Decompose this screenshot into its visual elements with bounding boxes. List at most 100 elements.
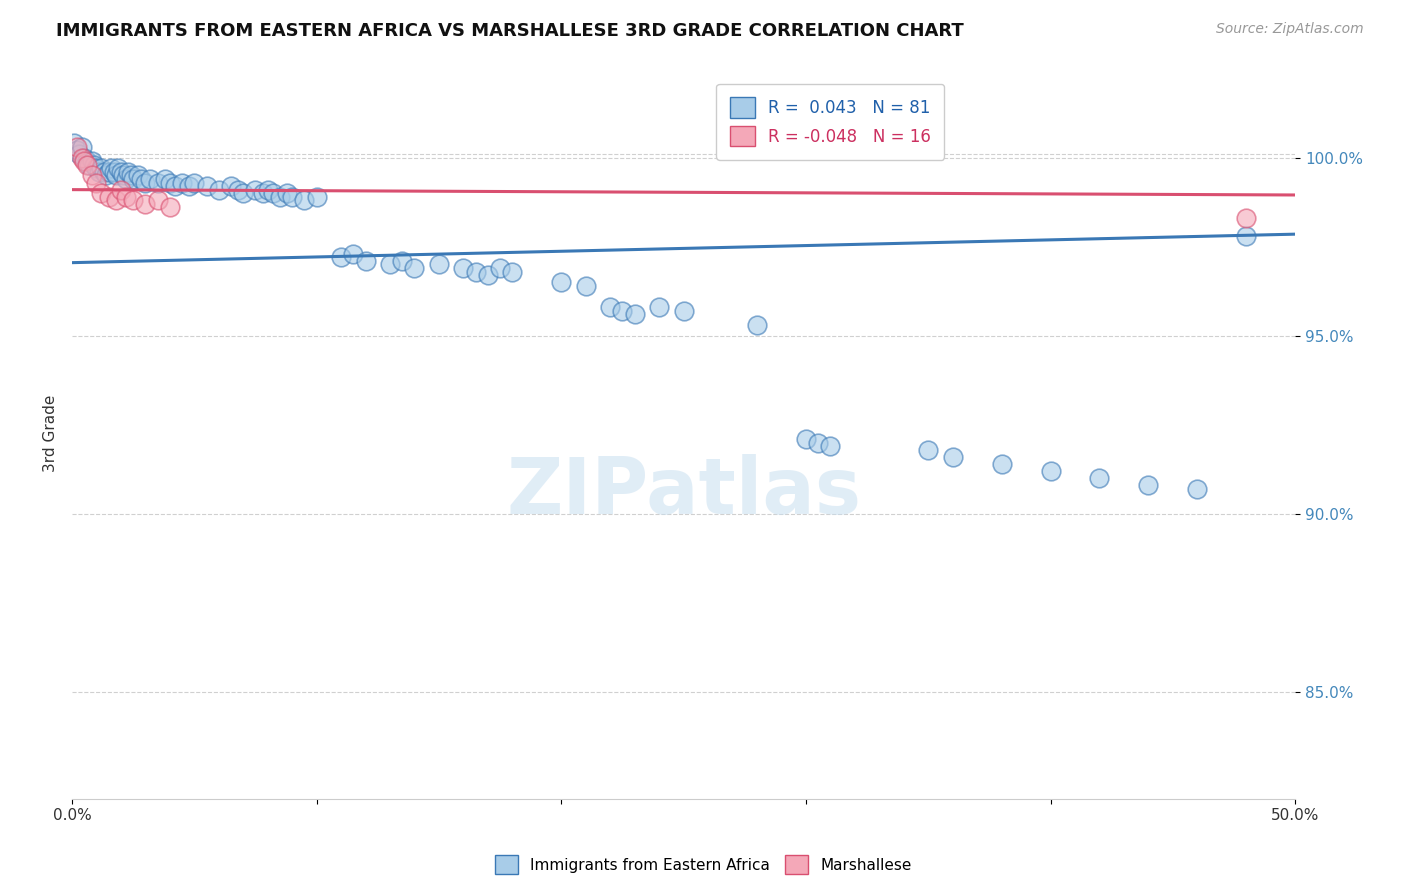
Point (232, 186, 254, 201)
Point (110, 165, 132, 179)
Point (245, 183, 267, 197)
Point (120, 169, 142, 183)
Point (114, 190, 136, 204)
Point (66, 144, 89, 158)
Point (80, 169, 103, 183)
Point (112, 169, 135, 183)
Point (163, 179, 186, 194)
Point (100, 161, 122, 176)
Point (90, 186, 112, 201)
Point (66, 140, 89, 154)
Point (172, 176, 194, 190)
Point (105, 194, 128, 208)
Text: ZIPatlas: ZIPatlas (506, 454, 860, 530)
Point (391, 253, 413, 268)
Point (427, 257, 450, 271)
Point (129, 172, 152, 186)
Point (76, 158, 98, 172)
Point (183, 176, 205, 190)
Point (294, 194, 316, 208)
Point (153, 172, 176, 186)
Point (159, 201, 181, 215)
Text: IMMIGRANTS FROM EASTERN AFRICA VS MARSHALLESE 3RD GRADE CORRELATION CHART: IMMIGRANTS FROM EASTERN AFRICA VS MARSHA… (56, 22, 965, 40)
Point (63, 136, 86, 151)
Point (105, 169, 128, 183)
Point (97, 165, 120, 179)
Point (1088, 471, 1111, 485)
Point (378, 257, 401, 271)
Legend: Immigrants from Eastern Africa, Marshallese: Immigrants from Eastern Africa, Marshall… (488, 849, 918, 880)
Point (745, 318, 768, 332)
Point (489, 260, 512, 275)
Point (73, 154, 96, 169)
Point (990, 457, 1012, 471)
Point (134, 197, 156, 211)
Point (134, 176, 156, 190)
Text: Source: ZipAtlas.com: Source: ZipAtlas.com (1216, 22, 1364, 37)
Point (807, 435, 830, 450)
Point (110, 183, 132, 197)
Point (73, 151, 96, 165)
Point (1234, 229, 1257, 244)
Point (107, 161, 129, 176)
Point (477, 268, 499, 282)
Point (330, 250, 353, 264)
Point (648, 300, 671, 314)
Point (342, 246, 364, 260)
Point (96, 169, 118, 183)
Point (179, 179, 201, 194)
Point (90, 161, 112, 176)
Point (252, 186, 274, 201)
Point (623, 307, 645, 321)
Point (122, 172, 145, 186)
Point (1039, 464, 1062, 478)
Point (219, 179, 242, 194)
Point (139, 172, 162, 186)
Point (794, 432, 817, 446)
Point (97, 190, 120, 204)
Point (70, 151, 93, 165)
Point (77, 158, 100, 172)
Point (820, 439, 842, 453)
Point (404, 260, 426, 275)
Point (256, 183, 278, 197)
Point (127, 169, 149, 183)
Point (228, 183, 250, 197)
Point (146, 176, 169, 190)
Point (612, 303, 634, 318)
Point (1234, 211, 1257, 226)
Point (453, 260, 475, 275)
Point (269, 190, 291, 204)
Point (276, 186, 298, 201)
Point (114, 172, 136, 186)
Point (281, 190, 304, 204)
Point (80, 154, 103, 169)
Point (67, 147, 90, 161)
Point (550, 275, 572, 289)
Point (146, 194, 169, 208)
Point (262, 186, 284, 201)
Point (942, 450, 965, 464)
Point (159, 176, 181, 190)
Point (305, 190, 328, 204)
Point (103, 165, 125, 179)
Point (672, 303, 695, 318)
Point (86, 161, 108, 176)
Point (464, 264, 486, 278)
Point (208, 183, 231, 197)
Point (501, 264, 523, 278)
Point (93, 165, 115, 179)
Point (86, 176, 108, 190)
Point (599, 300, 621, 314)
Point (917, 442, 939, 457)
Point (117, 165, 139, 179)
Point (122, 194, 145, 208)
Point (195, 179, 218, 194)
Point (1137, 478, 1160, 492)
Point (87, 165, 110, 179)
Y-axis label: 3rd Grade: 3rd Grade (44, 395, 58, 473)
Point (575, 278, 598, 293)
Point (354, 253, 377, 268)
Point (1187, 482, 1209, 496)
Legend: R =  0.043   N = 81, R = -0.048   N = 16: R = 0.043 N = 81, R = -0.048 N = 16 (717, 84, 945, 160)
